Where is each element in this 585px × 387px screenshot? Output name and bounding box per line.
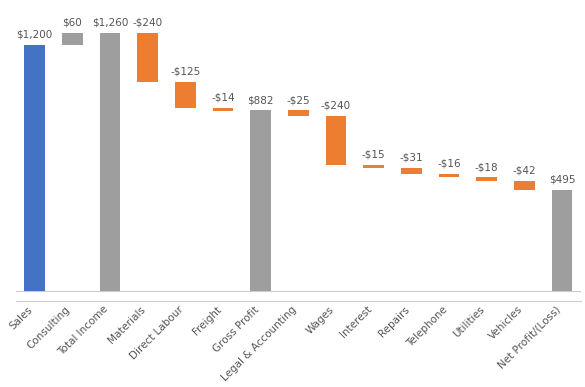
Bar [175,82,196,108]
Text: -$125: -$125 [170,67,201,77]
Text: -$14: -$14 [211,92,235,103]
Bar [212,108,233,111]
Text: $882: $882 [247,95,274,105]
Text: -$240: -$240 [133,17,163,27]
Bar [514,181,535,190]
Text: -$25: -$25 [287,95,310,105]
Bar [62,33,82,45]
Bar [363,165,384,168]
Bar [25,45,45,291]
Text: -$18: -$18 [475,162,498,172]
Text: $1,260: $1,260 [92,17,128,27]
Text: -$240: -$240 [321,100,351,110]
Text: -$16: -$16 [437,159,461,169]
Text: $1,200: $1,200 [16,30,53,40]
Bar [439,174,459,177]
Bar [401,168,422,174]
Bar [250,110,271,291]
Bar [552,190,572,291]
Bar [99,33,121,291]
Text: $60: $60 [63,17,82,27]
Text: -$31: -$31 [400,152,423,163]
Bar [288,110,309,115]
Bar [476,177,497,181]
Bar [326,115,346,165]
Text: -$42: -$42 [512,166,536,176]
Text: $495: $495 [549,175,575,184]
Bar [137,33,158,82]
Text: -$15: -$15 [362,149,386,159]
